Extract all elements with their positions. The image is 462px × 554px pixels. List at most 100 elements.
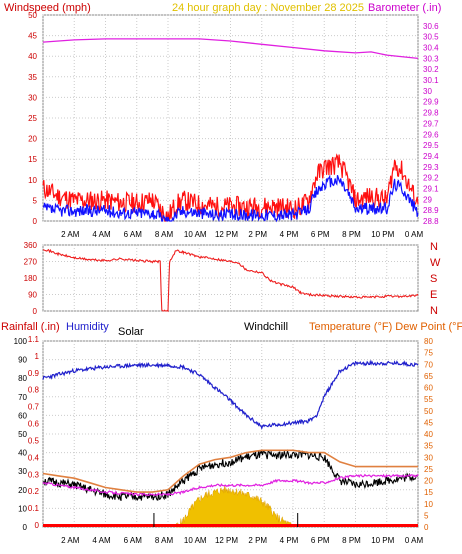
- y-tick-label: 360: [24, 241, 38, 250]
- y2-tick-label: 55: [424, 395, 433, 404]
- y2-tick-label: 30: [423, 87, 432, 96]
- windspeed-gust-series-line: [42, 153, 419, 222]
- y2-tick-label: 60: [424, 384, 433, 393]
- rainfall-axis-label: Rainfall (.in): [1, 321, 60, 333]
- y-tick-label: 0: [23, 523, 28, 532]
- y2-tick-label: 29.7: [423, 119, 439, 128]
- y-tick-label: 0: [33, 307, 38, 316]
- y-tick-label: 5: [33, 196, 38, 205]
- y2-tick-label: 28.9: [423, 206, 439, 215]
- y2-tick-label: 65: [424, 372, 433, 381]
- x-tick-label: 10 AM: [184, 230, 207, 239]
- temperature-series-line: [42, 449, 418, 493]
- windchill-label: Windchill: [244, 321, 288, 333]
- windspeed-axis-label: Windspeed (mph): [4, 2, 91, 14]
- y2-tick-label: 29.6: [423, 130, 439, 139]
- y-tick-label: 35: [28, 73, 37, 82]
- solar-series-area: [175, 485, 294, 528]
- rain-tick-label: 0.6: [28, 420, 40, 429]
- y2-tick-label: 75: [424, 349, 433, 358]
- y-tick-label: 30: [18, 467, 27, 476]
- y2-tick-label: 35: [424, 442, 433, 451]
- y-tick-label: 30: [28, 93, 37, 102]
- rain-tick-label: 0.2: [28, 487, 40, 496]
- graph-title: 24 hour graph day : November 28 2025: [172, 2, 364, 14]
- compass-n-top: N: [430, 241, 438, 253]
- x-tick-label: 6 PM: [311, 536, 330, 545]
- x-tick-label: 0 AM: [405, 230, 424, 239]
- rain-tick-label: 1.1: [28, 335, 40, 344]
- x-tick-label: 6 AM: [124, 230, 143, 239]
- rain-tick-label: 0.1: [28, 504, 40, 513]
- y-tick-label: 15: [28, 155, 37, 164]
- rain-tick-label: 0.5: [28, 436, 40, 445]
- y-tick-label: 80: [18, 374, 27, 383]
- y2-tick-label: 15: [424, 488, 433, 497]
- x-tick-label: 8 PM: [342, 536, 361, 545]
- y-tick-label: 70: [18, 393, 27, 402]
- x-tick-label: 4 AM: [92, 536, 111, 545]
- x-tick-label: 12 PM: [215, 230, 238, 239]
- x-tick-label: 10 AM: [184, 536, 207, 545]
- y2-tick-label: 29.5: [423, 141, 439, 150]
- rain-tick-label: 0.8: [28, 386, 40, 395]
- y-tick-label: 20: [18, 486, 27, 495]
- humidity-axis-label: Humidity: [66, 321, 109, 333]
- y2-tick-label: 30.3: [423, 54, 439, 63]
- y2-tick-label: 50: [424, 407, 433, 416]
- x-tick-label: 0 AM: [405, 536, 424, 545]
- y2-tick-label: 29.3: [423, 163, 439, 172]
- rain-tick-label: 0.7: [28, 403, 40, 412]
- y2-tick-label: 30.5: [423, 33, 439, 42]
- compass-n-bottom: N: [430, 305, 438, 317]
- solar-label: Solar: [118, 326, 144, 338]
- y-tick-label: 90: [28, 291, 37, 300]
- y-tick-label: 25: [28, 114, 37, 123]
- x-tick-label: 12 PM: [215, 536, 238, 545]
- y2-tick-label: 28.8: [423, 217, 439, 226]
- humidity-series-line: [42, 359, 419, 431]
- compass-labels: N W S E N: [430, 241, 441, 317]
- y2-tick-label: 20: [424, 477, 433, 486]
- y2-tick-label: 25: [424, 465, 433, 474]
- rain-tick-label: 1: [35, 352, 40, 361]
- x-tick-label: 6 AM: [124, 536, 143, 545]
- x-tick-label: 8 AM: [155, 230, 174, 239]
- compass-w: W: [430, 257, 441, 269]
- y-tick-label: 90: [18, 356, 27, 365]
- y2-tick-label: 30.1: [423, 76, 439, 85]
- barometer-series-line: [42, 38, 419, 60]
- y-tick-label: 0: [33, 217, 38, 226]
- y-tick-label: 180: [24, 274, 38, 283]
- temperature-axis-label: Temperature (°F) Dew Point (°F): [309, 321, 462, 333]
- y-tick-label: 40: [18, 449, 27, 458]
- windspeed-avg-series-line: [42, 174, 419, 223]
- y2-tick-label: 30: [424, 453, 433, 462]
- y-tick-label: 20: [28, 135, 37, 144]
- y2-tick-label: 40: [424, 430, 433, 439]
- rainfall-series-bar: [43, 524, 418, 527]
- x-tick-label: 2 PM: [248, 230, 267, 239]
- y2-tick-label: 5: [424, 511, 429, 520]
- y2-tick-label: 10: [424, 500, 433, 509]
- y2-tick-label: 29.9: [423, 98, 439, 107]
- y2-tick-label: 29.8: [423, 109, 439, 118]
- x-tick-label: 2 PM: [248, 536, 267, 545]
- y-tick-label: 40: [28, 52, 37, 61]
- y-tick-label: 45: [28, 32, 37, 41]
- y2-tick-label: 70: [424, 360, 433, 369]
- y2-tick-label: 29.4: [423, 152, 439, 161]
- rain-tick-label: 0: [35, 521, 40, 530]
- dewpoint-series-line: [42, 473, 419, 497]
- x-tick-label: 10 PM: [371, 230, 394, 239]
- y-tick-label: 10: [18, 504, 27, 513]
- y-tick-label: 50: [18, 430, 27, 439]
- x-tick-label: 4 AM: [92, 230, 111, 239]
- barometer-axis-label: Barometer (.in): [368, 2, 441, 14]
- y-tick-label: 100: [14, 337, 28, 346]
- y2-tick-label: 30.4: [423, 44, 439, 53]
- y-tick-label: 60: [18, 411, 27, 420]
- rain-tick-label: 0.9: [28, 369, 40, 378]
- x-tick-label: 6 PM: [311, 230, 330, 239]
